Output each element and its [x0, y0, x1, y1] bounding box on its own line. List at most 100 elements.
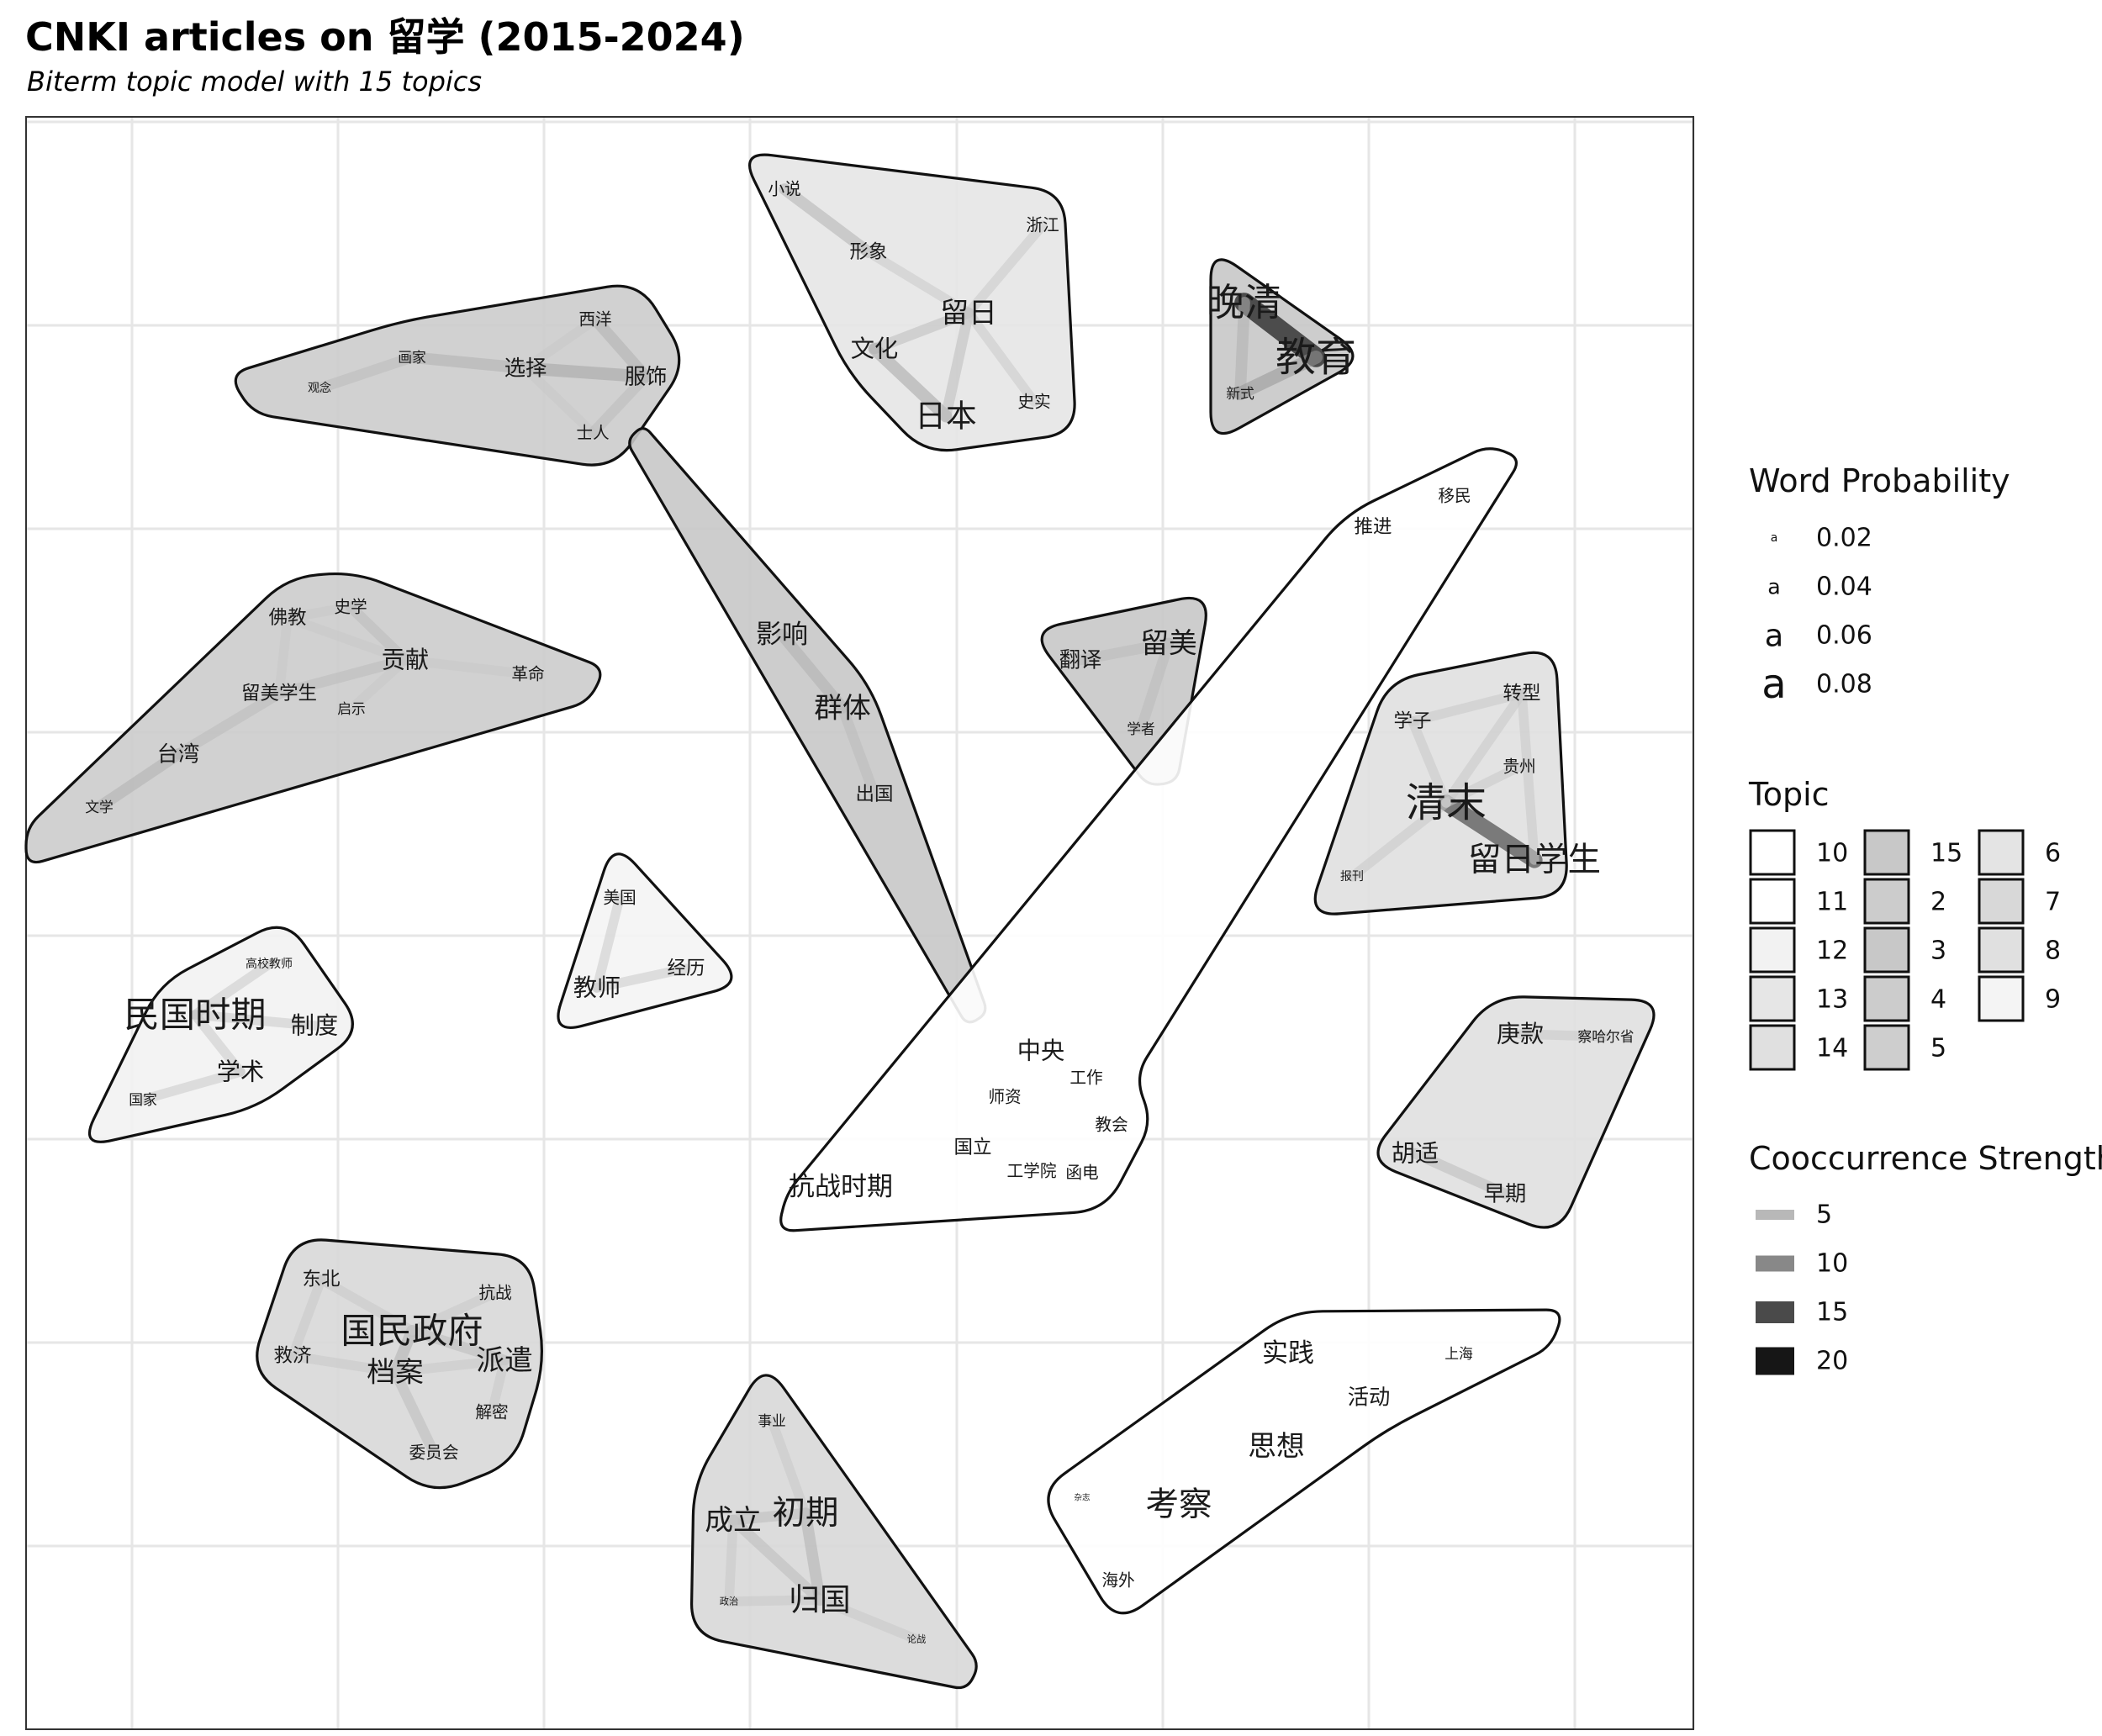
- legend-label: 8: [2045, 937, 2061, 966]
- cooccurrence-edge: [400, 655, 533, 679]
- cooccurrence-edge: [868, 342, 953, 423]
- cooccurrence-edge: [724, 1515, 738, 1607]
- legend-label: 11: [1816, 888, 1848, 917]
- legend-label: 10: [1816, 1249, 1848, 1279]
- cooccurrence-edge: [727, 1507, 811, 1526]
- cooccurrence-edge: [724, 1595, 825, 1607]
- topic-word: 学者: [1127, 720, 1155, 737]
- cooccurrence-edge: [93, 748, 184, 813]
- legend-glyph: a: [1761, 661, 1786, 708]
- topic-word: 工作: [1069, 1069, 1102, 1088]
- topic-word: 晚清: [1207, 281, 1282, 325]
- legend-title-cooccurrence: Cooccurrence Strength: [1749, 1140, 2102, 1177]
- topic-word: 美国: [603, 889, 636, 908]
- legend-label: 2: [1930, 888, 1946, 917]
- cooccurrence-edge: [1234, 293, 1326, 367]
- topic-word: 派遣: [476, 1344, 533, 1377]
- cooccurrence-edge: [589, 314, 652, 383]
- legend-title-topic: Topic: [1748, 776, 1830, 813]
- cooccurrence-edge: [837, 702, 880, 800]
- cooccurrence-edge: [273, 654, 411, 699]
- topic-word: 移民: [1438, 487, 1471, 506]
- topic-hull-t-contrib: [24, 572, 602, 864]
- topic-word: 翻译: [1059, 648, 1102, 673]
- cooccurrence-edge: [520, 314, 600, 373]
- topic-word: 抗战: [478, 1284, 512, 1303]
- topic-word: 佛教: [268, 607, 306, 629]
- legend-label: 5: [1930, 1034, 1946, 1063]
- topic-word: 贡献: [382, 646, 429, 674]
- cooccurrence-edge: [190, 959, 274, 1020]
- topic-word: 国民政府: [341, 1311, 483, 1352]
- cooccurrence-edge: [592, 893, 625, 993]
- topic-word: 事业: [758, 1412, 786, 1429]
- cooccurrence-edge: [1517, 689, 1540, 865]
- legend-label: 14: [1816, 1034, 1848, 1063]
- topic-word: 工学院: [1006, 1162, 1056, 1181]
- cooccurrence-edge: [587, 371, 652, 439]
- legend-label: 20: [1816, 1347, 1848, 1376]
- legend-cooccurrence-swatch: [1756, 1301, 1794, 1323]
- cooccurrence-edge: [1441, 762, 1524, 808]
- topic-word: 小说: [768, 180, 800, 199]
- cooccurrence-edge: [1515, 1029, 1611, 1042]
- topic-word: 群体: [814, 692, 871, 725]
- topic-word: 服饰: [625, 365, 668, 389]
- cooccurrence-edge: [314, 351, 418, 394]
- topic-word: 文学: [85, 799, 114, 815]
- legend-topic-swatch: [1978, 878, 2025, 925]
- cooccurrence-edge: [727, 1514, 826, 1606]
- topic-word: 留日: [940, 297, 997, 330]
- cooccurrence-edge: [390, 1355, 510, 1377]
- topic-word: 学术: [217, 1058, 264, 1086]
- topic-word: 师资: [988, 1088, 1021, 1107]
- topic-hull-t-migration: [779, 447, 1518, 1232]
- topic-word: 庚款: [1497, 1021, 1544, 1048]
- cooccurrence-edge: [190, 1010, 320, 1031]
- legend-topic-swatch: [1749, 878, 1796, 925]
- cooccurrence-edge: [964, 308, 1039, 407]
- legend-label: 5: [1816, 1200, 1832, 1230]
- legend-label: 7: [2045, 888, 2061, 917]
- topic-word: 函电: [1065, 1163, 1098, 1183]
- legend-glyph: a: [1767, 575, 1781, 599]
- cooccurrence-edge: [1135, 637, 1175, 735]
- topic-word: 实践: [1262, 1338, 1314, 1369]
- legend-topic-swatch: [1863, 878, 1910, 925]
- topic-word: 教师: [573, 974, 621, 1002]
- topic-word: 政治: [720, 1596, 738, 1607]
- cooccurrence-edge: [288, 1351, 400, 1377]
- cooccurrence-edge: [520, 363, 598, 438]
- topic-word: 胡适: [1392, 1140, 1439, 1168]
- legend-topic-swatch: [1978, 975, 2025, 1022]
- legend-label: 4: [1930, 985, 1946, 1015]
- cooccurrence-edge: [407, 1288, 500, 1336]
- legend-topic-swatch: [1749, 926, 1796, 974]
- topic-word: 史实: [1017, 393, 1050, 412]
- legend-glyph: a: [1771, 531, 1778, 545]
- legend-label: 0.06: [1816, 621, 1872, 651]
- legend-topic-swatch: [1863, 1024, 1910, 1071]
- topic-word: 浙江: [1026, 216, 1059, 235]
- topic-word: 民国时期: [124, 995, 266, 1036]
- topic-word: 新式: [1226, 385, 1254, 402]
- cooccurrence-edge: [283, 602, 356, 623]
- topic-word: 委员会: [409, 1443, 458, 1463]
- cooccurrence-edge: [519, 361, 652, 383]
- topic-word: 初期: [773, 1494, 839, 1533]
- topic-hull-t-practice: [1047, 1308, 1561, 1615]
- legend-label: 6: [2045, 839, 2061, 868]
- topic-word: 影响: [756, 620, 808, 650]
- legend-cooccurrence-swatch: [1756, 1347, 1794, 1375]
- topic-word: 察哈尔省: [1577, 1028, 1634, 1045]
- cooccurrence-edge: [274, 613, 293, 699]
- legend-cooccurrence-swatch: [1756, 1255, 1794, 1272]
- topic-word: 思想: [1248, 1430, 1305, 1463]
- cooccurrence-edge: [1409, 1148, 1511, 1200]
- cooccurrence-edge: [1347, 798, 1451, 882]
- topic-word: 救济: [273, 1345, 311, 1367]
- cooccurrence-edge: [138, 1067, 246, 1105]
- topic-word: 解密: [475, 1403, 508, 1422]
- topic-word: 海外: [1101, 1571, 1134, 1591]
- cooccurrence-edge: [288, 1274, 326, 1361]
